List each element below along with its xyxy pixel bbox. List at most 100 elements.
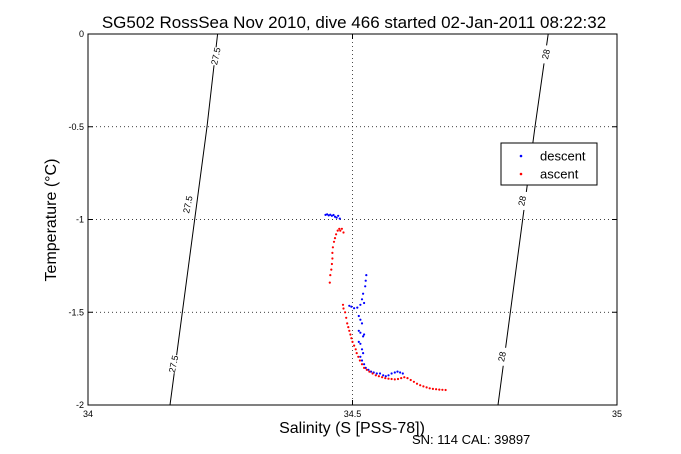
descent-point: [375, 372, 378, 375]
legend: descent ascent: [500, 142, 598, 186]
descent-point: [356, 306, 359, 309]
descent-point: [360, 359, 364, 362]
descent-point: [399, 371, 402, 374]
ascent-point: [441, 388, 444, 391]
contour-label: 28: [496, 351, 508, 363]
y-tick-label: -2: [76, 400, 84, 410]
y-tick-label: 0: [79, 29, 84, 39]
legend-descent-marker: [519, 154, 523, 158]
descent-point: [396, 370, 399, 373]
ascent-point: [406, 377, 409, 380]
descent-point: [390, 372, 393, 375]
y-tick-label: -0.5: [68, 122, 84, 132]
ascent-point: [419, 384, 422, 387]
x-tick-label: 34: [83, 409, 93, 419]
ascent-point: [330, 262, 333, 266]
y-axis-label: Temperature (°C): [43, 159, 60, 282]
descent-point: [363, 333, 366, 336]
descent-point: [326, 213, 329, 216]
ascent-point: [438, 388, 441, 391]
descent-point: [365, 274, 368, 277]
descent-point: [337, 214, 340, 217]
ascent-point: [425, 386, 428, 389]
ascent-point: [348, 329, 351, 332]
ascent-point: [341, 303, 345, 306]
ascent-point: [351, 340, 354, 343]
ascent-point: [332, 240, 336, 243]
contour-label: 27.5: [209, 47, 222, 66]
ascent-point: [346, 322, 349, 325]
descent-point: [360, 322, 364, 325]
ascent-point: [338, 227, 341, 230]
descent-point: [359, 355, 362, 358]
legend-box: [500, 142, 598, 186]
descent-point: [357, 329, 360, 332]
ascent-point: [357, 355, 360, 358]
descent-point: [359, 303, 362, 306]
contour-label: 27.5: [167, 354, 180, 373]
ascent-point: [339, 229, 342, 232]
contour-label-bg: [184, 195, 194, 214]
plot-area: 27.5 27.5 27.5 28 28 28 34 34.5 35 0 -0.5 -1 -1.5 -2: [68, 29, 622, 419]
axis-ticks: 34 34.5 35 0 -0.5 -1 -1.5 -2: [68, 29, 622, 419]
descent-point: [363, 301, 366, 305]
legend-ascent-label: ascent: [540, 167, 579, 182]
descent-point: [362, 352, 365, 355]
contour-label-bg: [542, 45, 552, 64]
chart-title: SG502 RossSea Nov 2010, dive 466 started…: [102, 13, 606, 32]
descent-point: [338, 217, 341, 220]
ascent-point: [412, 380, 415, 383]
descent-point: [350, 305, 353, 308]
descent-point: [364, 279, 367, 282]
contour-label: 28: [516, 195, 528, 207]
ascent-point: [354, 348, 357, 351]
ascent-point: [444, 388, 447, 392]
ascent-point: [336, 229, 339, 232]
ascent-point: [333, 237, 337, 240]
ascent-point: [360, 363, 364, 366]
descent-point: [401, 372, 404, 375]
serial-calibration-text: SN: 114 CAL: 39897: [412, 432, 530, 447]
ascent-point: [330, 268, 333, 271]
descent-point: [384, 375, 387, 378]
descent-point: [333, 215, 337, 218]
ascent-point: [409, 378, 412, 382]
ascent-point: [415, 382, 419, 385]
legend-descent-label: descent: [540, 149, 586, 164]
contour-label: 28: [540, 48, 552, 60]
descent-point: [378, 372, 382, 375]
descent-point: [364, 285, 367, 288]
contour-label-bg: [169, 355, 179, 374]
descent-point: [359, 331, 362, 334]
descent-point: [367, 368, 370, 371]
data-series: [324, 213, 447, 392]
ascent-point: [328, 281, 331, 284]
descent-point: [359, 342, 362, 345]
descent-point: [382, 374, 385, 377]
ascent-point: [349, 333, 352, 336]
descent-point: [387, 374, 390, 377]
grid: [88, 34, 617, 405]
descent-point: [335, 216, 338, 219]
descent-point: [360, 298, 364, 301]
x-axis-label: Salinity (S [PSS-78]): [279, 420, 425, 437]
contour-label-bg: [498, 347, 508, 366]
density-contours: 27.5 27.5 27.5 28 28 28: [167, 33, 552, 406]
ascent-point: [344, 311, 347, 314]
x-tick-label: 35: [612, 409, 622, 419]
ascent-point: [393, 378, 396, 381]
y-tick-label: -1: [76, 215, 84, 225]
legend-ascent-marker: [519, 172, 523, 176]
ascent-point: [371, 372, 374, 375]
ascent-point: [340, 227, 343, 230]
ascent-point: [342, 231, 345, 234]
descent-point: [329, 213, 332, 216]
descent-point: [332, 213, 335, 217]
ascent-point: [345, 316, 348, 319]
ascent-point: [435, 388, 438, 391]
ascent-point: [368, 370, 371, 373]
ascent-point: [396, 377, 400, 381]
ascent-point: [374, 374, 377, 377]
descent-point: [357, 314, 360, 318]
